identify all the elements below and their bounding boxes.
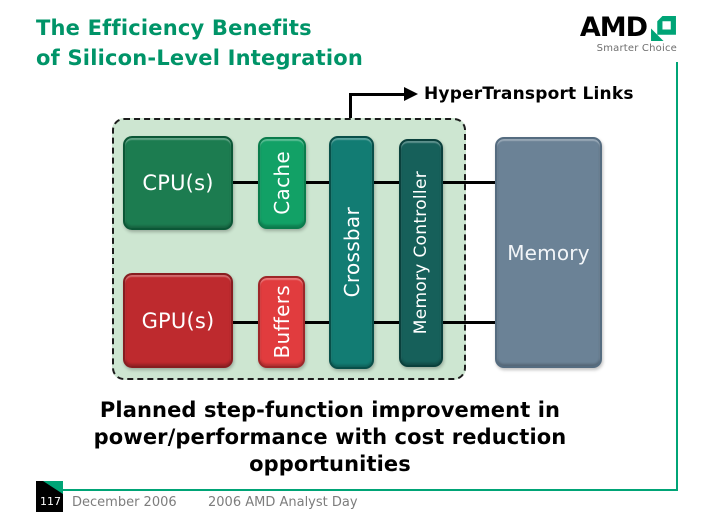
block-cpu: CPU(s) — [123, 136, 233, 230]
block-memory-controller-label: Memory Controller — [411, 171, 431, 335]
key-message-line2: power/performance with cost reduction — [93, 425, 567, 449]
footer-date: December 2006 — [72, 495, 177, 510]
slide-title-line2: of Silicon-Level Integration — [36, 46, 364, 70]
amd-logo-text: AMD — [579, 12, 648, 43]
slide-title-line1: The Efficiency Benefits — [36, 16, 312, 40]
block-cpu-label: CPU(s) — [142, 171, 214, 195]
block-gpu-label: GPU(s) — [141, 308, 215, 333]
footer-event: 2006 AMD Analyst Day — [208, 495, 358, 510]
block-buffers: Buffers — [258, 276, 305, 368]
badge-corner-triangle-icon — [43, 481, 63, 494]
block-memory-controller: Memory Controller — [399, 139, 443, 367]
hypertransport-arrow-vertical-line — [349, 93, 352, 138]
block-cache: Cache — [258, 137, 306, 229]
block-cache-label: Cache — [270, 151, 294, 215]
hypertransport-arrow-horizontal-line — [349, 93, 405, 96]
key-message-line1: Planned step-function improvement in — [99, 398, 561, 422]
amd-tagline: Smarter Choice — [596, 43, 677, 54]
key-message: Planned step-function improvement in pow… — [0, 397, 660, 478]
hypertransport-arrowhead-icon — [404, 87, 418, 101]
amd-logo-row: AMD — [557, 14, 677, 42]
frame-line-horizontal — [63, 489, 678, 491]
key-message-line3: opportunities — [249, 452, 411, 476]
block-crossbar-label: Crossbar — [339, 207, 364, 298]
block-memory-label: Memory — [507, 240, 590, 265]
amd-logo: AMD Smarter Choice — [557, 14, 677, 55]
amd-arrow-icon — [650, 15, 677, 42]
page-number-badge: 117 — [36, 481, 63, 512]
frame-line-vertical — [676, 62, 678, 490]
slide-title: The Efficiency Benefits of Silicon-Level… — [36, 13, 363, 73]
page-number: 117 — [40, 495, 61, 508]
block-memory: Memory — [495, 137, 602, 368]
block-buffers-label: Buffers — [269, 285, 294, 359]
hypertransport-label: HyperTransport Links — [424, 84, 634, 104]
block-crossbar: Crossbar — [329, 136, 374, 369]
block-gpu: GPU(s) — [123, 273, 233, 368]
